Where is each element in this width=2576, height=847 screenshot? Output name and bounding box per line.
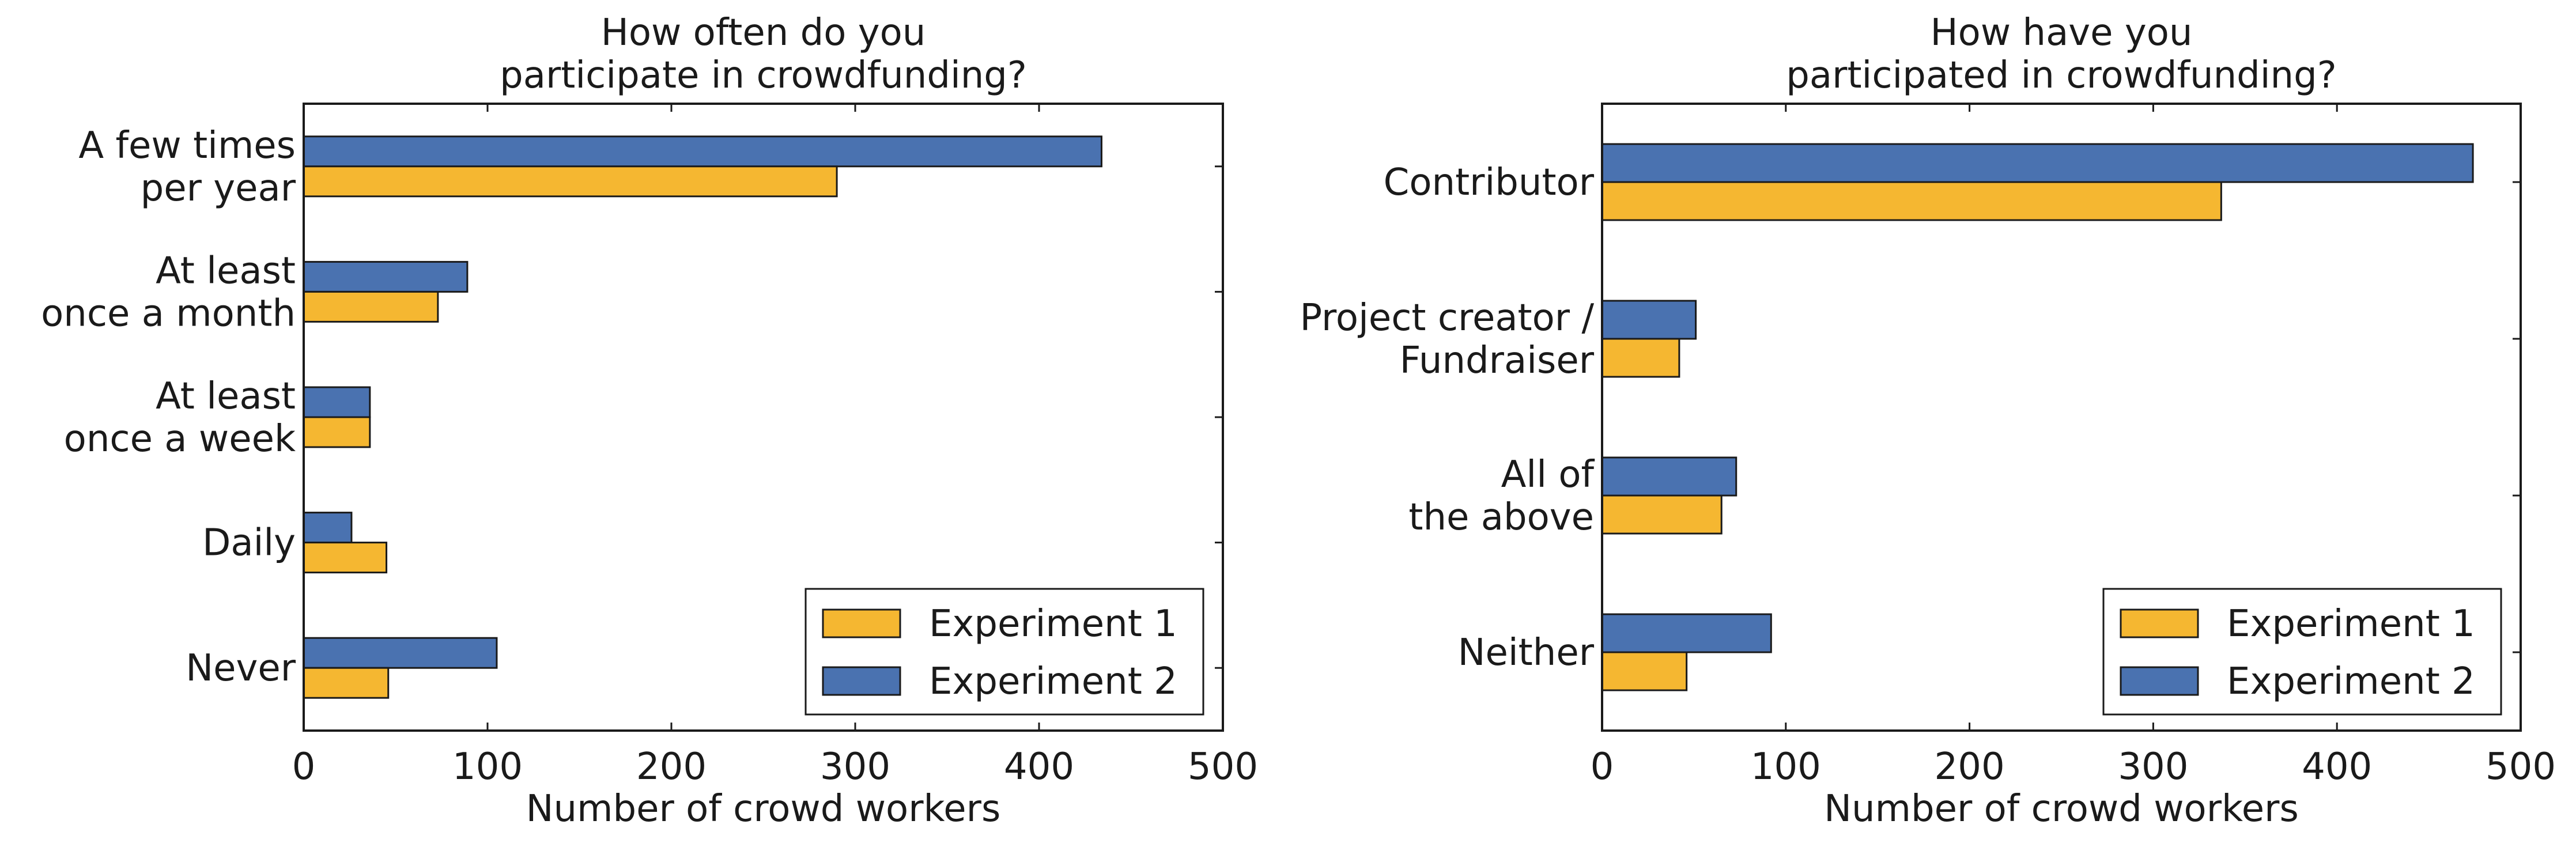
bar-experiment-1	[1601, 181, 2222, 221]
legend-label: Experiment 1	[2227, 603, 2475, 645]
bar-experiment-1	[303, 667, 390, 699]
x-tick-label: 500	[2486, 746, 2556, 788]
legend-label: Experiment 2	[2227, 660, 2475, 703]
x-tick-label: 100	[1751, 746, 1821, 788]
x-tick-label: 500	[1188, 746, 1258, 788]
legend-swatch	[2120, 608, 2199, 638]
bar-experiment-2	[303, 386, 371, 418]
bar-experiment-2	[303, 512, 353, 544]
category-label: Neither	[1458, 632, 1595, 674]
chart-title: How often do you participate in crowdfund…	[500, 12, 1027, 97]
chart-panel-1: How often do you participate in crowdfund…	[41, 12, 1258, 830]
chart-title: How have you participated in crowdfunding…	[1786, 12, 2336, 97]
bar-experiment-2	[1601, 613, 1772, 653]
x-tick-label: 100	[452, 746, 523, 788]
x-tick-label: 0	[1591, 746, 1614, 788]
legend-swatch	[2120, 666, 2199, 696]
bar-experiment-1	[1601, 338, 1680, 378]
category-label: Contributor	[1384, 161, 1595, 204]
legend-swatch	[822, 666, 901, 696]
legend-label: Experiment 1	[929, 603, 1177, 645]
x-tick-label: 400	[2302, 746, 2372, 788]
bar-experiment-1	[303, 165, 838, 198]
legend-swatch	[822, 608, 901, 638]
x-axis-label: Number of crowd workers	[526, 788, 1001, 830]
bar-experiment-1	[303, 416, 371, 448]
category-label: Daily	[202, 522, 296, 565]
category-label: Never	[186, 647, 296, 690]
bar-experiment-2	[303, 260, 469, 293]
bar-experiment-1	[303, 290, 439, 323]
bar-experiment-2	[1601, 143, 2474, 183]
x-tick-label: 300	[820, 746, 890, 788]
chart-panel-2: How have you participated in crowdfunding…	[1300, 12, 2556, 830]
bar-experiment-1	[1601, 494, 1723, 535]
category-label: At least once a month	[41, 249, 296, 335]
x-tick-label: 200	[636, 746, 707, 788]
bar-experiment-1	[1601, 651, 1688, 691]
x-tick-label: 0	[292, 746, 316, 788]
legend-label: Experiment 2	[929, 660, 1177, 703]
x-tick-label: 200	[1935, 746, 2005, 788]
bar-experiment-2	[1601, 300, 1697, 340]
bar-experiment-2	[1601, 456, 1738, 497]
category-label: A few times per year	[78, 124, 296, 210]
bar-experiment-2	[303, 637, 498, 669]
category-label: Project creator / Fundraiser	[1300, 297, 1595, 382]
plot-frame	[303, 103, 1224, 732]
category-label: At least once a week	[64, 375, 296, 460]
category-label: All of the above	[1408, 453, 1595, 539]
x-tick-label: 300	[2118, 746, 2188, 788]
bar-experiment-2	[303, 135, 1102, 168]
x-tick-label: 400	[1004, 746, 1074, 788]
plot-frame	[1601, 103, 2522, 732]
x-axis-label: Number of crowd workers	[1824, 788, 2299, 830]
bar-experiment-1	[303, 542, 388, 574]
